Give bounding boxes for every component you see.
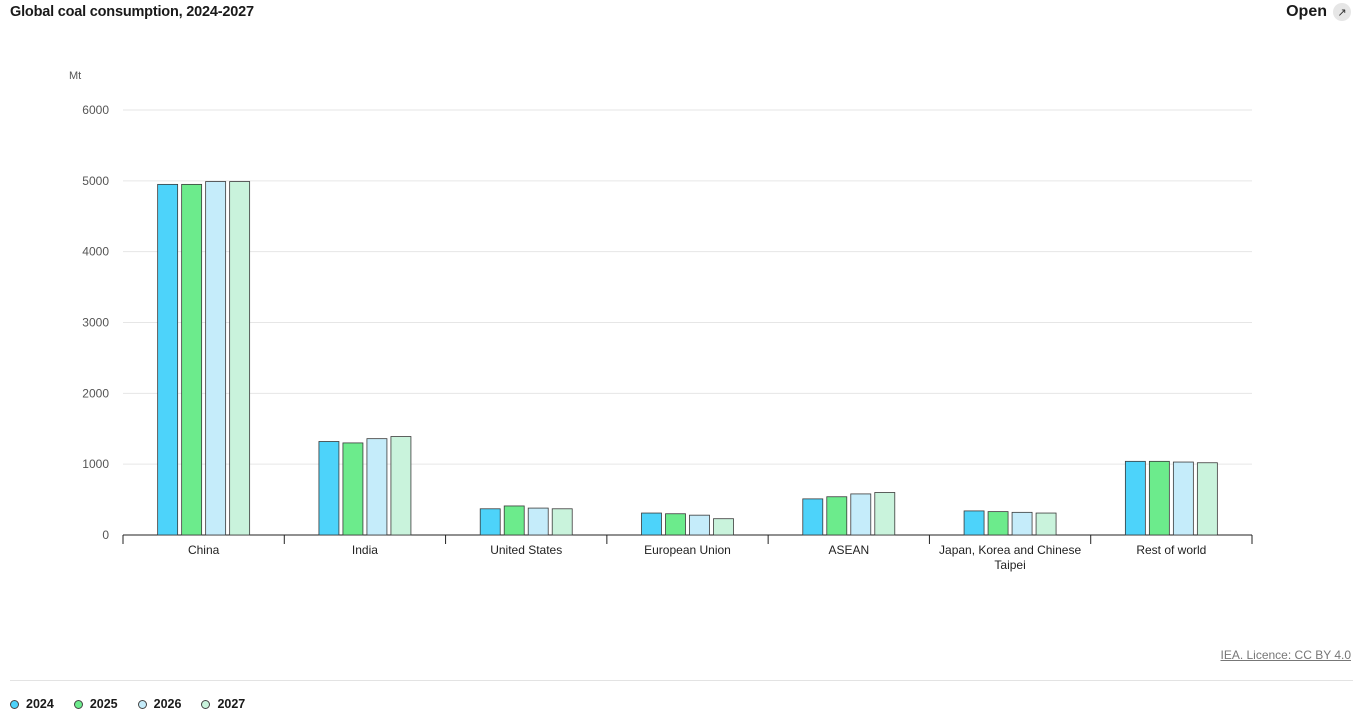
legend-swatch-icon [10, 699, 19, 709]
bar-2025 [1148, 460, 1170, 536]
licence-link[interactable]: IEA. Licence: CC BY 4.0 [1220, 648, 1351, 662]
bar-2025 [342, 442, 364, 536]
bar-2027 [229, 181, 251, 536]
bar-2025 [181, 183, 203, 536]
legend-label: 2024 [26, 697, 54, 711]
bar-2027 [1035, 512, 1057, 536]
bar-2024 [1124, 460, 1146, 536]
legend-item-2027[interactable]: 2027 [201, 697, 245, 711]
legend-item-2026[interactable]: 2026 [137, 697, 182, 711]
legend-label: 2025 [89, 697, 118, 711]
open-button[interactable]: Open ↗ [1286, 3, 1351, 21]
bar-2024 [963, 510, 985, 536]
open-button-label: Open [1286, 3, 1327, 20]
bar-2025 [826, 496, 848, 536]
x-category-label: China [188, 543, 220, 557]
bar-2027 [551, 508, 573, 536]
legend-item-2024[interactable]: 2024 [10, 697, 54, 711]
chart-title: Global coal consumption, 2024-2027 [10, 4, 254, 20]
x-category-label: Japan, Korea and Chinese [939, 543, 1081, 557]
y-tick-label: 6000 [82, 103, 109, 117]
legend-label: 2027 [217, 697, 246, 711]
expand-icon: ↗ [1333, 3, 1351, 21]
legend-swatch-icon [201, 699, 211, 709]
bar-2026 [1172, 461, 1194, 536]
y-tick-label: 4000 [82, 245, 109, 259]
legend-item-2025[interactable]: 2025 [73, 697, 118, 711]
bar-2025 [987, 511, 1009, 536]
bar-2024 [157, 183, 179, 536]
x-category-label: India [352, 543, 378, 557]
bar-2026 [1011, 511, 1033, 536]
bar-2024 [802, 498, 824, 536]
bar-chart: Mt 0 1000 2000 3000 4000 5000 6000 China India Uni… [69, 70, 1253, 572]
bar-2024 [641, 512, 662, 536]
x-category-label: Taipei [994, 558, 1025, 572]
bar-2027 [713, 518, 734, 536]
bar-2026 [205, 181, 227, 536]
x-category-label: European Union [644, 543, 731, 557]
bar-2027 [390, 436, 412, 536]
chart-legend: 2024 2025 2026 2027 [10, 697, 245, 711]
legend-label: 2026 [153, 697, 182, 711]
y-tick-label: 0 [102, 528, 109, 542]
bar-2026 [366, 438, 388, 536]
y-tick-label: 1000 [82, 457, 109, 471]
bar-2024 [318, 441, 340, 536]
x-category-label: United States [490, 543, 562, 557]
bar-2025 [503, 505, 525, 536]
bar-2027 [874, 492, 896, 536]
legend-divider [10, 680, 1353, 681]
y-axis-unit-label: Mt [69, 70, 81, 82]
bar-2026 [527, 507, 549, 536]
y-tick-label: 2000 [82, 386, 109, 400]
bar-2027 [1196, 462, 1218, 536]
bar-2026 [689, 514, 710, 536]
legend-swatch-icon [73, 699, 83, 709]
bar-2025 [665, 513, 686, 536]
bar-2024 [479, 508, 501, 536]
legend-swatch-icon [137, 699, 147, 709]
y-tick-label: 3000 [82, 316, 109, 330]
x-category-label: ASEAN [828, 543, 869, 557]
y-tick-label: 5000 [82, 174, 109, 188]
bar-2026 [850, 493, 872, 536]
x-category-label: Rest of world [1136, 543, 1206, 557]
